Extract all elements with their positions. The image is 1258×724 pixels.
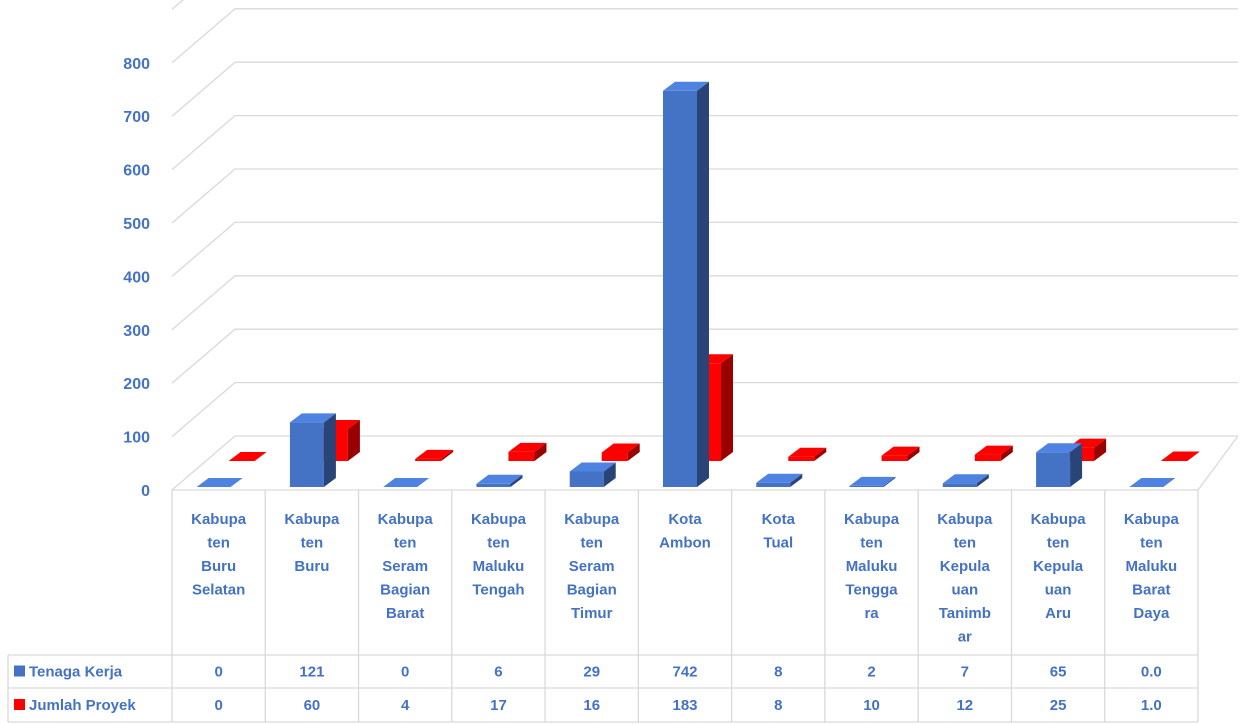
- gridline: [171, 61, 1238, 117]
- bar-tenaga-kerja: [942, 474, 989, 487]
- table-cell-value: 2: [867, 664, 875, 681]
- category-label: Kabupa ten Maluku Tengah: [471, 511, 527, 599]
- bar-tenaga-kerja: [569, 462, 616, 487]
- category-label: Kabupa ten Buru Selatan: [191, 511, 247, 599]
- table-cell-value: 0.0: [1141, 664, 1162, 681]
- bar-tenaga-kerja: [1036, 443, 1083, 487]
- gridline: [171, 8, 1238, 64]
- gridline: [171, 221, 1238, 277]
- table-cell-value: 7: [961, 664, 969, 681]
- gridline: [171, 0, 184, 10]
- category-label: Kabupa ten Seram Bagian Barat: [378, 511, 434, 622]
- y-axis-ticks: 0 100 200 300 400 500 600 700 800: [123, 56, 150, 500]
- y-tick-label: 200: [123, 376, 150, 393]
- category-label: Kabupa ten Maluku Tengga ra: [844, 511, 900, 622]
- bar-jumlah-proyek: [415, 449, 454, 461]
- legend-key: [14, 699, 25, 710]
- table-cell-value: 0: [214, 697, 222, 714]
- category-label: Kabupa ten Kepula uan Tanimb ar: [937, 511, 993, 646]
- legend-key: [14, 665, 25, 677]
- table-cell-value: 183: [672, 697, 697, 714]
- bar-jumlah-proyek: [601, 443, 640, 461]
- legend-label: Tenaga Kerja: [29, 664, 123, 681]
- table-cell-value: 0: [214, 664, 222, 681]
- table-cell-value: 17: [490, 697, 507, 714]
- bar-jumlah-proyek: [508, 442, 547, 461]
- bars: [196, 81, 1200, 487]
- y-tick-label: 400: [123, 269, 150, 286]
- y-tick-label: 600: [123, 163, 150, 180]
- gridline: [171, 275, 1238, 331]
- bar-tenaga-kerja: [849, 476, 896, 487]
- table-cell-value: 12: [956, 697, 973, 714]
- category-label: Kota Ambon: [659, 511, 711, 552]
- table-cell-value: 60: [304, 697, 321, 714]
- category-label: Kabupa ten Kepula uan Aru: [1031, 511, 1087, 622]
- gridline: [171, 114, 1238, 171]
- table-cell-value: 0: [401, 664, 409, 681]
- y-tick-label: 300: [123, 323, 150, 340]
- bar-tenaga-kerja: [476, 474, 523, 487]
- bar-jumlah-proyek: [1161, 451, 1200, 461]
- gridline: [171, 435, 1238, 491]
- category-label: Kabupa ten Seram Bagian Timur: [564, 511, 620, 622]
- gridlines: [171, 0, 1239, 491]
- bar-jumlah-proyek: [881, 446, 920, 461]
- y-tick-label: 800: [123, 56, 150, 73]
- bar-tenaga-kerja: [289, 413, 336, 487]
- gridline: [171, 328, 1238, 384]
- table-cell-value: 25: [1050, 697, 1067, 714]
- bar-jumlah-proyek: [228, 452, 267, 461]
- table-cell-value: 65: [1050, 664, 1067, 681]
- bar-tenaga-kerja: [383, 478, 430, 487]
- category-label: Kota Tual: [762, 511, 796, 552]
- y-tick-label: 500: [123, 216, 150, 233]
- table-cell-value: 16: [583, 697, 600, 714]
- table-cell-value: 8: [774, 697, 782, 714]
- table-cell-value: 4: [401, 697, 410, 714]
- category-label: Kabupa ten Maluku Barat Daya: [1124, 511, 1180, 622]
- bar-tenaga-kerja: [1129, 478, 1176, 487]
- table-cell-value: 121: [299, 664, 324, 681]
- data-table: Kabupa ten Buru Selatan Kabupa ten Buru Kabupa t…: [7, 490, 1199, 723]
- y-tick-label: 0: [141, 483, 150, 500]
- bar-jumlah-proyek: [788, 447, 827, 461]
- y-tick-label: 100: [123, 430, 150, 447]
- table-cell-value: 1.0: [1141, 697, 1162, 714]
- bar-jumlah-proyek: [974, 445, 1013, 461]
- bar-tenaga-kerja: [196, 478, 243, 487]
- table-cell-value: 29: [583, 664, 600, 681]
- bar-tenaga-kerja: [756, 473, 803, 487]
- gridline: [171, 168, 1238, 224]
- table-cell-value: 742: [672, 664, 697, 681]
- legend-label: Jumlah Proyek: [29, 697, 136, 714]
- bar-tenaga-kerja: [663, 81, 709, 487]
- gridline: [171, 381, 1238, 438]
- y-tick-label: 700: [123, 109, 150, 126]
- table-cell-value: 8: [774, 664, 782, 681]
- table-cell-value: 10: [863, 697, 880, 714]
- category-label: Kabupa ten Buru: [284, 511, 340, 575]
- table-cell-value: 6: [494, 664, 502, 681]
